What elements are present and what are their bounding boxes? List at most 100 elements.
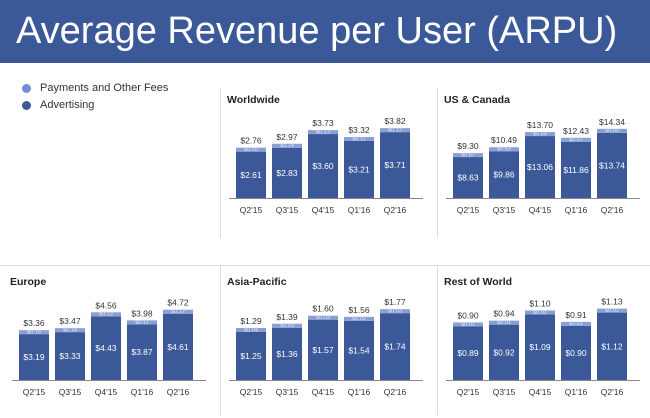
- data-label-total: $9.30: [457, 141, 479, 151]
- x-tick-label: Q4'15: [95, 387, 118, 397]
- bar-payments: [344, 137, 374, 142]
- x-tick-label: Q2'15: [240, 205, 263, 215]
- data-label-payments: $0.01: [461, 322, 475, 328]
- data-label-payments: $0.15: [244, 147, 258, 153]
- legend-item-payments: Payments and Other Fees: [22, 80, 168, 96]
- bar-advertising: [525, 314, 555, 380]
- bar-payments: [91, 312, 121, 317]
- chart-us-canada: US & Canada $8.63 $0.67$9.30 Q2'15 $9.86 $0.6…: [444, 94, 640, 215]
- data-label-advertising: $1.12: [601, 341, 623, 351]
- data-label-total: $3.32: [348, 125, 370, 135]
- panel-divider: [437, 88, 438, 238]
- x-tick-label: Q2'16: [384, 387, 407, 397]
- data-label-payments: $0.01: [533, 310, 547, 316]
- chart-title: Rest of World: [444, 276, 512, 288]
- data-label-total: $1.77: [384, 297, 406, 307]
- data-label-advertising: $4.43: [95, 343, 117, 353]
- x-tick-label: Q2'16: [601, 387, 624, 397]
- data-label-payments: $0.12: [388, 128, 402, 134]
- chart-title: Asia-Pacific: [227, 276, 287, 288]
- x-tick-label: Q3'15: [276, 205, 299, 215]
- bar-payments: [597, 128, 627, 133]
- bar-advertising: [561, 141, 591, 198]
- data-label-total: $1.29: [240, 316, 262, 326]
- data-label-advertising: $1.09: [529, 342, 551, 352]
- data-label-total: $0.90: [457, 310, 479, 320]
- data-label-advertising: $1.74: [384, 342, 406, 352]
- bar-payments: [236, 327, 266, 332]
- bar-advertising: [380, 313, 410, 380]
- bar-payments: [489, 147, 519, 152]
- data-label-advertising: $3.33: [59, 351, 81, 361]
- data-label-total: $3.73: [312, 118, 334, 128]
- data-label-advertising: $1.57: [312, 345, 334, 355]
- bar-payments: [308, 130, 338, 135]
- bar-payments: [236, 147, 266, 152]
- bar-advertising: [344, 320, 374, 380]
- data-label-payments: $0.13: [316, 129, 330, 135]
- x-tick-label: Q1'16: [348, 205, 371, 215]
- data-label-advertising: $8.63: [457, 173, 479, 183]
- legend-label-payments: Payments and Other Fees: [40, 82, 169, 94]
- x-tick-label: Q4'15: [312, 387, 335, 397]
- bar-advertising: [380, 132, 410, 198]
- bar-advertising: [453, 326, 483, 380]
- chart-europe: Europe $3.19 $0.16 $3.36 Q2'15 $3.33 $0.14 $3.4…: [10, 276, 206, 397]
- data-label-payments: $0.03: [280, 323, 294, 329]
- bar-payments: [525, 132, 555, 137]
- legend-swatch-advertising: [22, 100, 31, 110]
- bar-payments: [308, 315, 338, 320]
- data-label-payments: $0.11: [352, 136, 365, 142]
- bar-advertising: [91, 316, 121, 380]
- x-tick-label: Q2'15: [457, 205, 480, 215]
- bar-advertising: [272, 327, 302, 380]
- bar-advertising: [597, 132, 627, 198]
- data-label-payments: $0.60: [605, 128, 619, 134]
- data-label-advertising: $3.60: [312, 161, 334, 171]
- data-label-total: $1.60: [312, 304, 334, 314]
- data-label-payments: $0.03: [388, 309, 402, 315]
- x-tick-label: Q2'15: [457, 387, 480, 397]
- data-label-total: $4.72: [167, 298, 189, 308]
- bar-payments: [272, 323, 302, 328]
- bar-payments: [344, 316, 374, 321]
- x-tick-label: Q4'15: [529, 387, 552, 397]
- x-tick-label: Q1'16: [565, 205, 588, 215]
- data-label-payments: $0.12: [171, 309, 185, 315]
- data-label-total: $1.10: [529, 298, 551, 308]
- bar-advertising: [163, 313, 193, 380]
- data-label-payments: $0.14: [280, 143, 294, 149]
- data-label-advertising: $3.71: [384, 160, 406, 170]
- bar-payments: [561, 137, 591, 142]
- data-label-payments: $0.01: [569, 321, 583, 327]
- x-tick-label: Q1'16: [348, 387, 371, 397]
- data-label-total: $4.56: [95, 300, 117, 310]
- bar-payments: [453, 153, 483, 158]
- x-tick-label: Q1'16: [565, 387, 588, 397]
- data-label-payments: $0.64: [533, 131, 547, 137]
- data-label-payments: $0.01: [497, 320, 511, 326]
- data-label-total: $3.98: [131, 308, 153, 318]
- x-tick-label: Q3'15: [493, 387, 516, 397]
- x-tick-label: Q3'15: [493, 205, 516, 215]
- data-label-advertising: $3.19: [23, 352, 45, 362]
- bar-advertising: [272, 147, 302, 198]
- data-label-payments: $0.04: [244, 327, 258, 333]
- data-label-total: $0.91: [565, 310, 587, 320]
- bar-payments: [380, 128, 410, 133]
- bar-payments: [55, 328, 85, 333]
- bar-advertising: [525, 136, 555, 198]
- x-tick-label: Q4'15: [529, 205, 552, 215]
- x-tick-label: Q2'16: [601, 205, 624, 215]
- data-label-advertising: $1.25: [240, 351, 262, 361]
- bar-payments: [489, 320, 519, 325]
- bar-payments: [127, 320, 157, 325]
- panel-divider: [437, 265, 438, 415]
- data-label-advertising: $3.87: [131, 347, 153, 357]
- bar-payments: [272, 143, 302, 148]
- data-label-total: $1.56: [348, 305, 370, 315]
- data-label-advertising: $0.92: [493, 347, 515, 357]
- legend-item-advertising: Advertising: [22, 97, 168, 113]
- data-label-advertising: $0.90: [565, 348, 587, 358]
- data-label-total: $2.76: [240, 136, 262, 146]
